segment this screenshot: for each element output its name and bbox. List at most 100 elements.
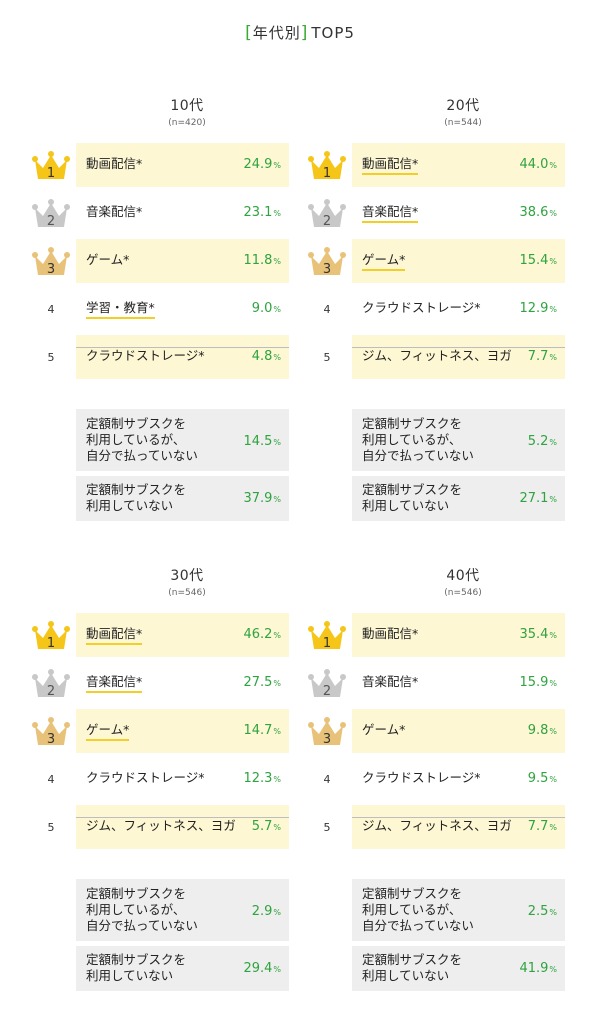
rank-row: 3 ゲーム* 9.8% [304,709,582,757]
item-value: 4.8% [252,349,281,364]
item-label: ゲーム* [86,723,130,741]
rank-row: 3 ゲーム* 15.4% [304,239,582,287]
rank-cell: 音楽配信* 15.9% [352,661,565,705]
other-box: 定額制サブスクを 利用しているが、 自分で払っていない 14.5% [76,409,289,471]
item-label: 動画配信* [362,157,419,175]
rank-badge: 3 [28,709,74,753]
rank-row: 4 クラウドストレージ* 12.9% [304,287,582,335]
rank-number: 4 [323,302,331,316]
value-number: 11.8 [243,253,273,268]
value-number: 46.2 [243,627,273,642]
item-value: 7.7% [528,349,557,364]
item-label: 音楽配信* [362,674,419,689]
value-unit: % [549,775,557,784]
item-label: クラウドストレージ* [86,770,205,785]
bronze-crown-icon: 3 [32,247,70,277]
rank-number: 5 [47,820,55,834]
other-value: 29.4% [243,961,281,976]
value-number: 12.9 [519,301,549,316]
panel-30s: 30代 (n=546) 1 動画配信* 46.2% 2 音楽配信* 27.5% 3 ゲーム* 1… [28,565,306,1035]
other-box: 定額制サブスクを 利用していない 37.9% [76,476,289,521]
rank-cell: クラウドストレージ* 12.3% [76,757,289,801]
value-unit: % [549,257,557,266]
item-label: クラウドストレージ* [362,300,481,315]
rank-list: 1 動画配信* 44.0% 2 音楽配信* 38.6% 3 ゲーム* 15.4% 4 クラウドストレ… [304,143,582,383]
value-number: 15.4 [519,253,549,268]
rank-badge: 2 [304,661,350,705]
rank-number: 4 [47,772,55,786]
rank-cell: 動画配信* 44.0% [352,143,565,187]
value-unit: % [273,631,281,640]
rank-badge: 1 [304,143,350,187]
rank-badge: 2 [304,191,350,235]
rank-row: 3 ゲーム* 14.7% [28,709,306,757]
silver-crown-icon: 2 [308,199,346,229]
other-box: 定額制サブスクを 利用しているが、 自分で払っていない 2.9% [76,879,289,941]
item-value: 27.5% [243,675,281,690]
panel-header: 40代 (n=546) [344,565,582,598]
rank-cell: 音楽配信* 38.6% [352,191,565,235]
other-label: 定額制サブスクを 利用していない [362,482,462,514]
other-box: 定額制サブスクを 利用しているが、 自分で払っていない 5.2% [352,409,565,471]
rank-row: 4 クラウドストレージ* 12.3% [28,757,306,805]
value-unit: % [549,161,557,170]
item-value: 23.1% [243,205,281,220]
section-divider [352,347,565,348]
rank-row: 5 ジム、フィットネス、ヨガ 7.7% [304,335,582,383]
rank-cell: 動画配信* 46.2% [76,613,289,657]
item-value: 35.4% [519,627,557,642]
value-number: 5.2 [527,434,549,449]
value-number: 41.9 [519,961,549,976]
sample-size: (n=546) [168,588,206,598]
rank-number: 4 [323,772,331,786]
rank-badge: 4 [304,757,350,801]
rank-number: 5 [47,350,55,364]
rank-cell: クラウドストレージ* 9.5% [352,757,565,801]
rank-badge: 5 [28,805,74,849]
value-number: 27.1 [519,491,549,506]
rank-row: 5 クラウドストレージ* 4.8% [28,335,306,383]
sample-size: (n=420) [168,118,206,128]
gold-crown-icon: 1 [308,621,346,651]
rank-row: 2 音楽配信* 38.6% [304,191,582,239]
item-value: 38.6% [519,205,557,220]
item-value: 9.8% [528,723,557,738]
value-unit: % [273,823,281,832]
value-number: 35.4 [519,627,549,642]
rank-row: 4 学習・教育* 9.0% [28,287,306,335]
rank-badge: 3 [28,239,74,283]
rank-row: 5 ジム、フィットネス、ヨガ 7.7% [304,805,582,853]
item-label: 音楽配信* [86,204,143,219]
rank-row: 2 音楽配信* 23.1% [28,191,306,239]
other-value: 27.1% [519,491,557,506]
title-text: 年代別 [252,24,301,42]
crown-rank-number: 1 [47,166,55,181]
value-unit: % [549,965,557,974]
rank-badge: 1 [28,613,74,657]
rank-badge: 5 [28,335,74,379]
rank-cell: 音楽配信* 23.1% [76,191,289,235]
section-divider [76,817,289,818]
item-label: 音楽配信* [86,675,143,693]
rank-badge: 2 [28,191,74,235]
other-label-line: 自分で払っていない [362,448,474,463]
bronze-crown-icon: 3 [308,717,346,747]
value-unit: % [549,353,557,362]
crown-rank-number: 3 [47,262,55,277]
rank-row: 1 動画配信* 24.9% [28,143,306,191]
item-value: 15.9% [519,675,557,690]
item-label: クラウドストレージ* [362,770,481,785]
item-value: 12.3% [243,771,281,786]
item-label: 学習・教育* [86,301,155,319]
item-label: クラウドストレージ* [86,348,205,363]
panel-header: 30代 (n=546) [68,565,306,598]
rank-number: 5 [323,820,331,834]
value-unit: % [273,727,281,736]
item-value: 12.9% [519,301,557,316]
value-number: 24.9 [243,157,273,172]
rank-row: 3 ゲーム* 11.8% [28,239,306,287]
crown-rank-number: 3 [47,732,55,747]
rank-row: 4 クラウドストレージ* 9.5% [304,757,582,805]
other-label: 定額制サブスクを 利用しているが、 自分で払っていない [362,886,474,934]
other-label-line: 定額制サブスクを [362,952,463,967]
